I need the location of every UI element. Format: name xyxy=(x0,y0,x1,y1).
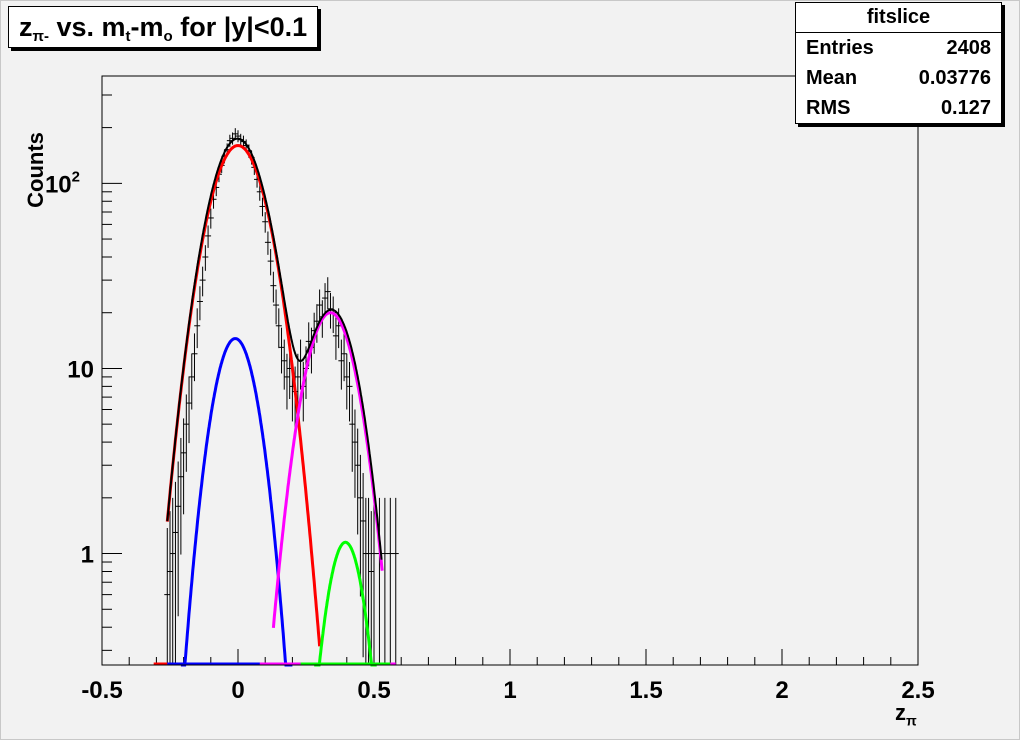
stat-value: 0.03776 xyxy=(918,67,991,89)
stat-row-mean: Mean 0.03776 xyxy=(796,63,1001,93)
stat-row-entries: Entries 2408 xyxy=(796,33,1001,63)
data-points xyxy=(164,128,399,665)
x-tick-label: -0.5 xyxy=(81,677,122,704)
stats-box: fitslice Entries 2408 Mean 0.03776 RMS 0… xyxy=(795,2,1002,124)
y-tick-label: 10 xyxy=(67,356,94,383)
chart-title: zπ- vs. mt-mo for |y|<0.1 xyxy=(8,6,319,48)
stat-label: RMS xyxy=(806,97,851,119)
y-tick-label: 1 xyxy=(81,542,94,569)
x-tick-label: 1 xyxy=(503,677,516,704)
fit-curves xyxy=(153,137,396,667)
x-tick-label: 2 xyxy=(775,677,788,704)
stats-title: fitslice xyxy=(796,3,1001,33)
x-tick-label: 1.5 xyxy=(629,677,662,704)
x-tick-label: 2.5 xyxy=(901,677,934,704)
y-axis-label: Counts xyxy=(23,132,48,208)
tick-labels: -0.5 0 0.5 1 1.5 2 2.5 1 10 102 xyxy=(45,168,935,704)
stat-label: Mean xyxy=(806,67,858,89)
stat-value: 2408 xyxy=(946,37,992,59)
x-tick-label: 0 xyxy=(231,677,244,704)
x-tick-label: 0.5 xyxy=(357,677,390,704)
stat-row-rms: RMS 0.127 xyxy=(796,93,1001,123)
stat-label: Entries xyxy=(806,37,874,59)
fit-curve-kaon xyxy=(271,311,384,629)
stat-value: 0.127 xyxy=(940,97,991,119)
fit-curve-muon xyxy=(180,337,293,667)
fit-curve-total xyxy=(166,137,383,560)
x-axis-label: zπ xyxy=(895,700,917,729)
plot-frame xyxy=(101,75,919,666)
y-tick-label: 102 xyxy=(45,168,80,198)
fit-curve-proton xyxy=(314,540,377,667)
